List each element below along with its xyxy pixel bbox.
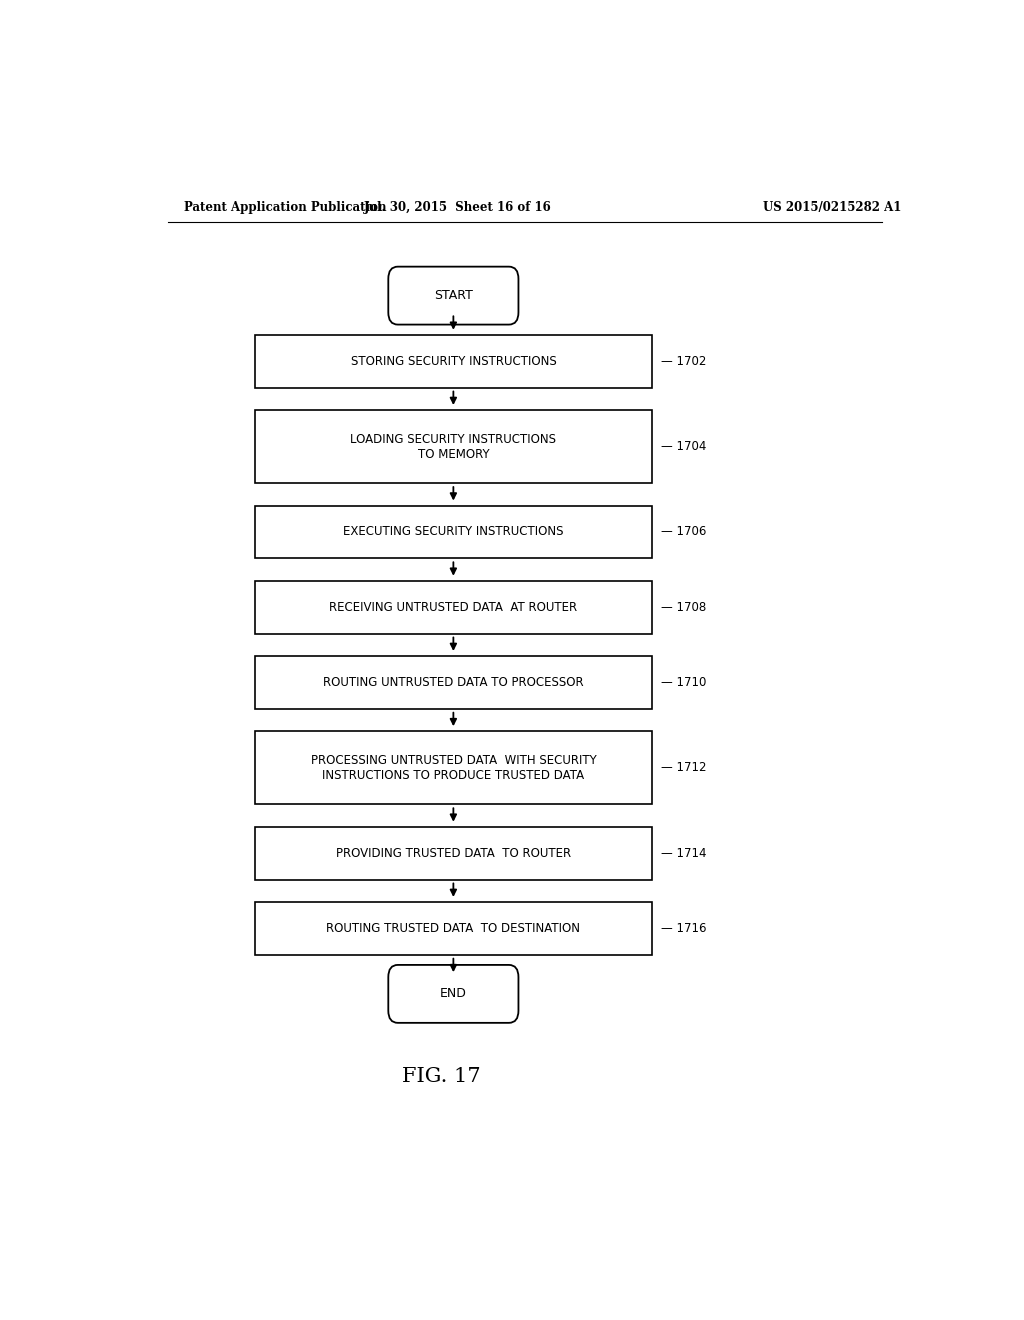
Text: Patent Application Publication: Patent Application Publication — [183, 201, 386, 214]
Bar — [255, 656, 651, 709]
Text: RECEIVING UNTRUSTED DATA  AT ROUTER: RECEIVING UNTRUSTED DATA AT ROUTER — [330, 601, 578, 614]
Text: ROUTING TRUSTED DATA  TO DESTINATION: ROUTING TRUSTED DATA TO DESTINATION — [327, 921, 581, 935]
Bar — [255, 902, 651, 954]
Text: — 1708: — 1708 — [662, 601, 707, 614]
Text: — 1710: — 1710 — [662, 676, 707, 689]
Text: — 1704: — 1704 — [662, 440, 707, 453]
Bar — [255, 581, 651, 634]
Text: ROUTING UNTRUSTED DATA TO PROCESSOR: ROUTING UNTRUSTED DATA TO PROCESSOR — [323, 676, 584, 689]
FancyBboxPatch shape — [388, 965, 518, 1023]
Bar — [255, 826, 651, 879]
Bar — [255, 731, 651, 804]
Bar — [255, 335, 651, 388]
Text: — 1716: — 1716 — [662, 921, 707, 935]
Text: START: START — [434, 289, 473, 302]
Text: PROCESSING UNTRUSTED DATA  WITH SECURITY
INSTRUCTIONS TO PRODUCE TRUSTED DATA: PROCESSING UNTRUSTED DATA WITH SECURITY … — [310, 754, 596, 781]
Bar — [255, 506, 651, 558]
Text: — 1702: — 1702 — [662, 355, 707, 368]
Text: STORING SECURITY INSTRUCTIONS: STORING SECURITY INSTRUCTIONS — [350, 355, 556, 368]
Text: FIG. 17: FIG. 17 — [402, 1067, 481, 1086]
Text: PROVIDING TRUSTED DATA  TO ROUTER: PROVIDING TRUSTED DATA TO ROUTER — [336, 846, 571, 859]
Text: US 2015/0215282 A1: US 2015/0215282 A1 — [763, 201, 901, 214]
Text: LOADING SECURITY INSTRUCTIONS
TO MEMORY: LOADING SECURITY INSTRUCTIONS TO MEMORY — [350, 433, 556, 461]
Text: Jul. 30, 2015  Sheet 16 of 16: Jul. 30, 2015 Sheet 16 of 16 — [364, 201, 551, 214]
Text: END: END — [440, 987, 467, 1001]
Text: — 1714: — 1714 — [662, 846, 707, 859]
FancyBboxPatch shape — [388, 267, 518, 325]
Text: — 1706: — 1706 — [662, 525, 707, 539]
Text: EXECUTING SECURITY INSTRUCTIONS: EXECUTING SECURITY INSTRUCTIONS — [343, 525, 563, 539]
Bar — [255, 411, 651, 483]
Text: — 1712: — 1712 — [662, 762, 707, 775]
